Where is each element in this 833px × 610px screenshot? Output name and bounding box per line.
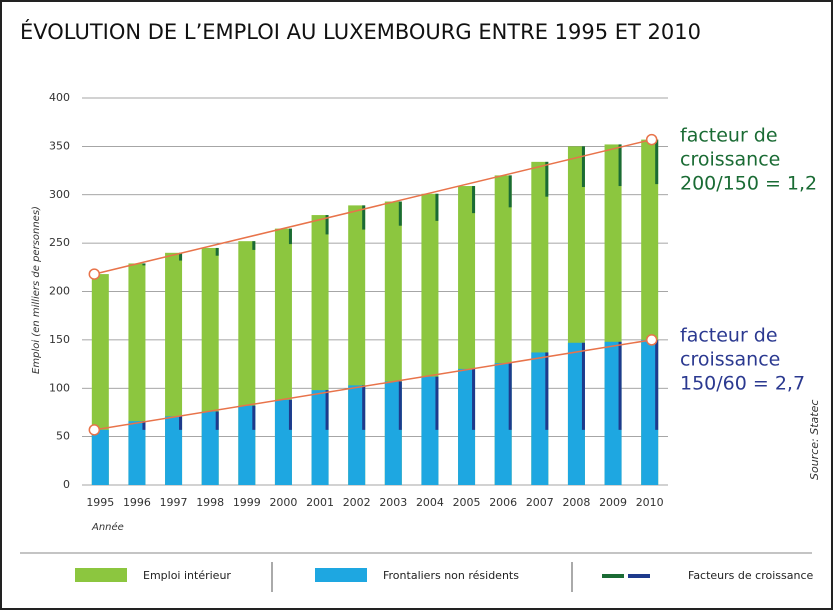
- annotation: 200/150 = 1,2: [680, 173, 817, 195]
- growth-frontalier: [508, 363, 512, 430]
- growth-frontalier: [215, 411, 219, 430]
- annotation: facteur de: [680, 125, 778, 147]
- growth-frontalier: [545, 352, 549, 430]
- y-tick-label: 400: [49, 91, 70, 104]
- growth-resident: [252, 241, 256, 250]
- trend-point: [645, 133, 658, 146]
- source: Source: Statec: [808, 400, 821, 480]
- growth-frontalier: [288, 399, 292, 430]
- bar: [494, 363, 512, 485]
- bar: [384, 381, 402, 485]
- y-tick-label: 50: [56, 430, 70, 443]
- bar: [421, 376, 439, 485]
- growth-frontalier: [581, 342, 585, 430]
- bar: [91, 429, 109, 485]
- legend-swatch: [628, 574, 650, 578]
- legend-label: Frontaliers non résidents: [383, 569, 519, 582]
- y-tick-label: 250: [49, 236, 70, 249]
- trend-line: [94, 339, 652, 431]
- growth-frontalier: [398, 381, 402, 430]
- x-tick-label: 1999: [233, 496, 261, 509]
- x-axis-label: Année: [91, 521, 124, 533]
- bar: [458, 368, 476, 485]
- y-tick-label: 350: [49, 139, 70, 152]
- legend-label: Facteurs de croissance: [688, 569, 813, 582]
- legend-swatch: [75, 568, 127, 582]
- x-tick-label: 2004: [416, 496, 444, 509]
- bar: [604, 341, 622, 485]
- bar: [238, 405, 256, 485]
- x-tick-label: 1997: [160, 496, 188, 509]
- bar: [274, 399, 292, 485]
- growth-resident: [179, 252, 183, 261]
- growth-resident: [398, 201, 402, 226]
- growth-frontalier: [362, 385, 366, 430]
- growth-resident: [655, 139, 659, 185]
- growth-resident: [325, 215, 329, 235]
- y-tick-label: 150: [49, 333, 70, 346]
- growth-resident: [435, 193, 439, 221]
- legend-swatch: [315, 568, 367, 582]
- growth-resident: [508, 175, 512, 208]
- bar: [348, 385, 366, 485]
- x-tick-label: 2006: [489, 496, 517, 509]
- growth-resident: [545, 161, 549, 197]
- annotation: croissance: [680, 149, 780, 171]
- x-tick-label: 2009: [599, 496, 627, 509]
- growth-frontalier: [179, 416, 183, 430]
- legend-label: Emploi intérieur: [143, 569, 231, 582]
- y-tick-label: 300: [49, 188, 70, 201]
- chart-title: ÉVOLUTION DE L’EMPLOI AU LUXEMBOURG ENTR…: [20, 19, 701, 44]
- growth-resident: [472, 186, 476, 214]
- growth-frontalier: [325, 390, 329, 430]
- trend-point: [645, 334, 658, 346]
- annotation: croissance: [680, 349, 780, 371]
- trend-point: [88, 424, 101, 436]
- growth-resident: [362, 205, 366, 230]
- x-tick-label: 2007: [526, 496, 554, 509]
- growth-frontalier: [142, 421, 146, 430]
- x-tick-label: 2003: [379, 496, 407, 509]
- growth-frontalier: [252, 405, 256, 430]
- x-tick-label: 2010: [636, 496, 664, 509]
- y-tick-label: 100: [49, 381, 70, 394]
- legend-swatch: [602, 574, 624, 578]
- annotation: 150/60 = 2,7: [680, 373, 805, 395]
- y-axis-label: Emploi (en milliers de personnes): [31, 206, 42, 374]
- bar: [641, 339, 659, 485]
- x-tick-label: 1996: [123, 496, 151, 509]
- y-tick-label: 200: [49, 285, 70, 298]
- growth-resident: [142, 263, 146, 266]
- x-tick-label: 2005: [453, 496, 481, 509]
- trend-point: [88, 268, 101, 280]
- growth-resident: [618, 144, 622, 187]
- x-tick-label: 2001: [306, 496, 334, 509]
- growth-frontalier: [655, 339, 659, 430]
- trend-line: [94, 138, 652, 275]
- bar: [201, 411, 219, 485]
- x-tick-label: 2002: [343, 496, 371, 509]
- x-tick-label: 2000: [269, 496, 297, 509]
- growth-resident: [215, 247, 219, 256]
- x-tick-label: 1998: [196, 496, 224, 509]
- bar: [311, 390, 329, 485]
- growth-resident: [288, 228, 292, 245]
- y-tick-label: 0: [63, 478, 70, 491]
- bar: [128, 421, 146, 485]
- x-tick-label: 1995: [86, 496, 114, 509]
- bar: [165, 416, 183, 485]
- bar: [567, 342, 585, 485]
- bar: [531, 352, 549, 485]
- annotation: facteur de: [680, 325, 778, 347]
- growth-resident: [581, 146, 585, 188]
- growth-frontalier: [435, 376, 439, 430]
- growth-frontalier: [618, 341, 622, 430]
- x-tick-label: 2008: [562, 496, 590, 509]
- growth-frontalier: [472, 368, 476, 430]
